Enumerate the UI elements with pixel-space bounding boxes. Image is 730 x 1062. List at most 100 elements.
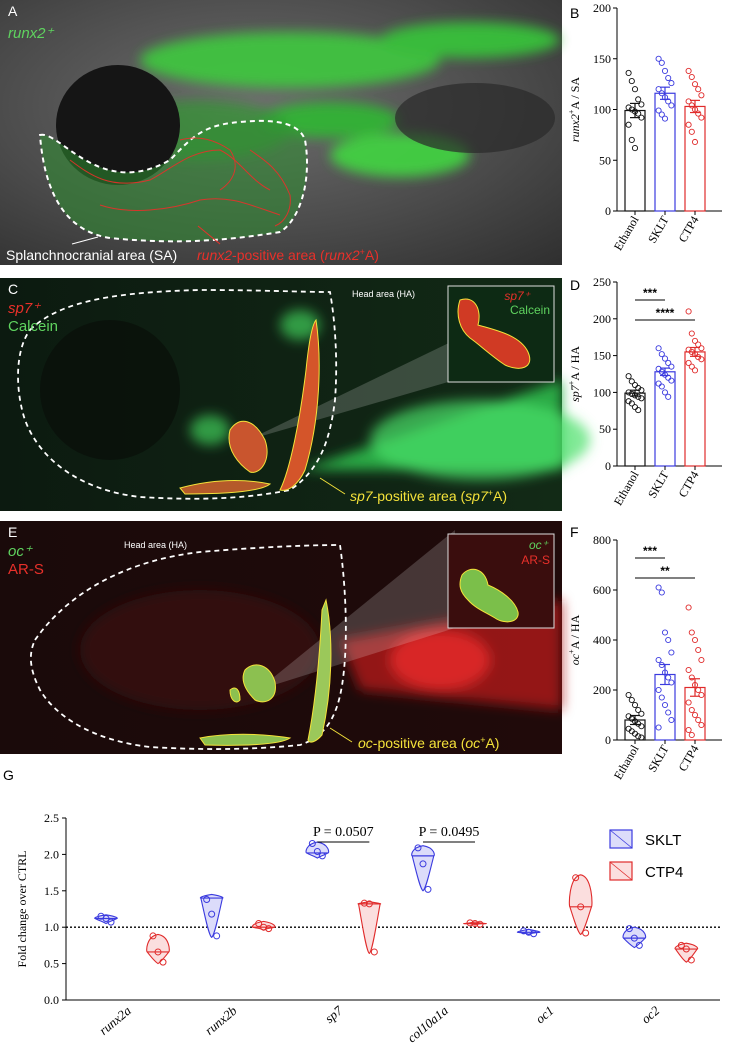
bar-sklt — [654, 92, 676, 212]
data-point — [691, 106, 699, 113]
ylabel-italic: sp7 — [568, 384, 582, 402]
y-tick-label: 2.5 — [44, 811, 59, 825]
data-point — [698, 114, 705, 121]
data-point — [688, 128, 695, 135]
chart-g: 0.0 0.5 1.0 1.5 2.0 2.5 Fold change over CTRL r… — [15, 811, 720, 1045]
data-point — [318, 852, 326, 860]
x-tick-label: CTP4 — [675, 469, 701, 500]
data-point — [665, 709, 672, 716]
y-tick-label: 600 — [593, 583, 611, 597]
data-point — [149, 932, 157, 940]
data-point — [655, 107, 662, 114]
legend-swatch-diagonal — [609, 861, 633, 881]
data-point — [255, 920, 263, 928]
data-point — [638, 710, 645, 717]
micrograph-e: E oc⁺ AR-S Head area (HA) oc⁺ AR-S oc-po… — [0, 521, 562, 754]
y-tick-label: 150 — [593, 349, 611, 363]
y-tick-label: 100 — [593, 385, 611, 399]
sp7-positive-area — [179, 318, 320, 495]
data-point — [695, 86, 702, 93]
panel-letter-d: D — [570, 277, 580, 293]
data-point — [691, 367, 699, 374]
y-tick-label: 1.5 — [44, 884, 59, 898]
bar-ctp4 — [684, 351, 706, 467]
data-point — [658, 383, 665, 390]
data-point — [688, 629, 695, 636]
data-point — [655, 345, 662, 352]
data-point — [665, 393, 672, 400]
data-point — [661, 389, 669, 396]
ylabel-rest: A / SA — [568, 77, 582, 110]
bar-ethanol — [624, 109, 646, 212]
data-point — [419, 860, 427, 868]
x-tick-label: Ethanol — [611, 213, 642, 253]
data-point — [638, 395, 645, 402]
y-tick-label: 0.0 — [44, 993, 59, 1007]
data-point — [685, 359, 692, 367]
data-point — [631, 86, 639, 93]
data-point — [698, 92, 705, 99]
data-point — [685, 726, 692, 734]
x-tick-label: runx2b — [202, 1002, 240, 1037]
panel-letter-b: B — [570, 5, 579, 21]
data-point — [695, 646, 702, 654]
x-tick-label: oc1 — [533, 1003, 557, 1027]
data-point — [698, 345, 705, 352]
panel-letter-g: G — [3, 767, 14, 783]
eye-shape — [56, 65, 180, 185]
y-tick-label: 200 — [593, 312, 611, 326]
ha-label-e: Head area (HA) — [124, 540, 187, 550]
data-point — [208, 910, 216, 918]
data-point — [655, 380, 662, 387]
ylabel-sup: + — [567, 649, 576, 654]
y-tick-label: 800 — [593, 533, 611, 547]
data-point — [695, 341, 702, 348]
data-point — [631, 701, 639, 709]
x-tick-label: Ethanol — [611, 468, 642, 508]
data-point — [471, 920, 479, 928]
data-point — [635, 733, 642, 740]
data-point — [635, 393, 642, 400]
data-point — [102, 914, 110, 922]
data-point — [265, 925, 273, 933]
data-point — [638, 723, 645, 730]
data-point — [691, 711, 699, 719]
x-tick-label: CTP4 — [675, 214, 701, 245]
data-point — [658, 111, 665, 118]
data-point — [668, 679, 675, 686]
data-point — [655, 686, 662, 694]
data-point — [628, 378, 635, 385]
panel-letter-c: C — [8, 281, 18, 297]
inset-calcein-label: Calcein — [510, 303, 550, 317]
data-point — [635, 96, 642, 103]
data-point — [635, 110, 642, 117]
data-point — [631, 145, 639, 152]
data-point — [631, 108, 639, 115]
x-tick-label: SKLT — [645, 468, 672, 501]
y-tick-label: 50 — [599, 153, 611, 167]
y-tick-label: 0 — [605, 204, 611, 218]
data-point — [582, 929, 590, 937]
x-tick-label: col10a1a — [404, 1002, 451, 1045]
y-axis-label: runx2+A / SA — [567, 77, 582, 143]
y-tick-label: 200 — [593, 1, 611, 15]
x-tick-label: SKLT — [645, 213, 672, 246]
data-point — [658, 90, 665, 97]
violin-ctp4-oc1 — [568, 874, 593, 936]
data-point — [691, 138, 699, 146]
data-point — [628, 400, 635, 407]
data-point — [628, 78, 635, 85]
micrograph-a: A runx2⁺ Splanchnocranial area (SA) runx… — [0, 0, 562, 265]
y-axis-label: Fold change over CTRL — [15, 851, 29, 968]
y-tick-label: 200 — [593, 683, 611, 697]
data-point — [107, 918, 115, 926]
data-point — [625, 104, 632, 111]
data-point — [688, 706, 695, 714]
ars-channel-label: AR-S — [8, 561, 44, 578]
panel-letter-a: A — [8, 3, 18, 19]
data-point — [525, 928, 533, 936]
data-point — [658, 661, 665, 669]
data-point — [661, 94, 669, 101]
ylabel-rest: A / HA — [568, 614, 582, 649]
data-point — [655, 724, 662, 731]
